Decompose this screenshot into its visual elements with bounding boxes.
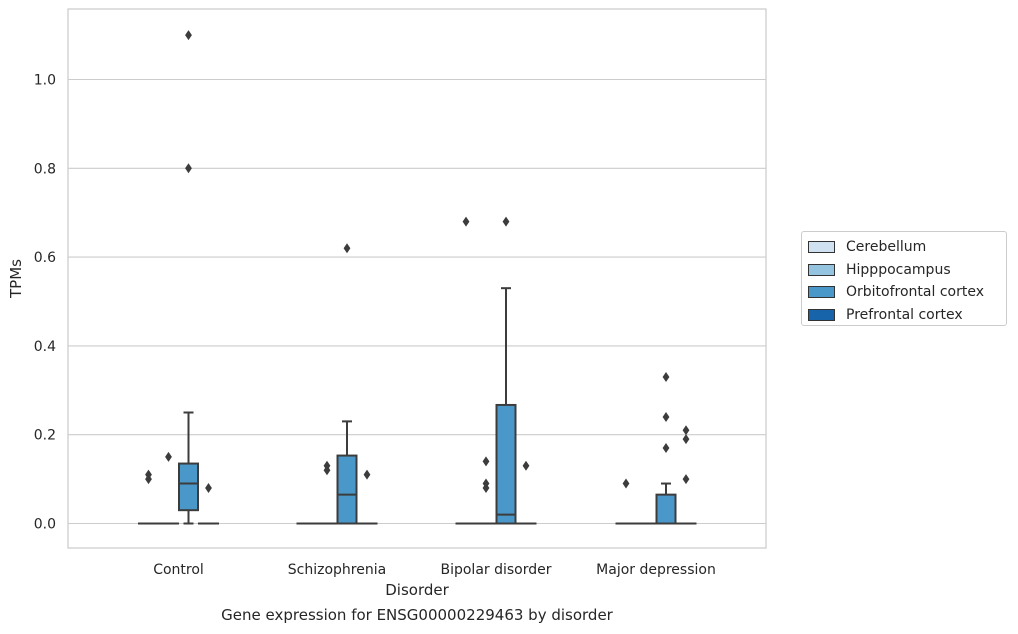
- box-prefrontal-cortex: [515, 460, 537, 525]
- legend-swatch: [808, 241, 835, 254]
- outlier-point: [502, 216, 510, 227]
- outlier-point: [682, 474, 690, 485]
- box-cerebellum: [138, 469, 159, 525]
- outlier-point: [662, 411, 670, 422]
- box-hipppocampus: [158, 451, 179, 525]
- box-prefrontal-cortex: [198, 482, 219, 525]
- outlier-point: [185, 163, 192, 174]
- x-tick-labels: Control Schizophrenia Bipolar disorder Majo…: [153, 562, 716, 578]
- legend-item: Hipppocampus: [802, 259, 1006, 282]
- box-orbitofrontal-cortex: [495, 216, 517, 525]
- legend-swatch: [808, 263, 835, 276]
- y-tick-label: 0.4: [34, 339, 56, 355]
- box-iqr: [655, 493, 677, 525]
- chart-caption: Gene expression for ENSG00000229463 by d…: [221, 606, 613, 624]
- y-tick-label: 0.8: [34, 161, 56, 177]
- box-hipppocampus: [316, 460, 338, 525]
- legend-item: Cerebellum: [802, 236, 1006, 259]
- box-iqr: [336, 454, 358, 525]
- box-cerebellum: [455, 216, 477, 525]
- x-tick-label: Control: [153, 562, 204, 578]
- outlier-point: [323, 460, 331, 471]
- box-orbitofrontal-cortex: [336, 243, 358, 525]
- y-tick-labels: 0.0 0.2 0.4 0.6 0.8 1.0: [34, 73, 56, 533]
- gridlines: [68, 78, 766, 525]
- x-tick-label: Major depression: [596, 562, 716, 578]
- outlier-point: [482, 456, 490, 467]
- outlier-point: [462, 216, 470, 227]
- y-tick-label: 0.0: [34, 517, 56, 533]
- x-tick-label: Schizophrenia: [288, 562, 386, 578]
- legend-swatch: [808, 286, 835, 299]
- x-axis-label: Disorder: [385, 581, 449, 599]
- legend-item: Orbitofrontal cortex: [802, 281, 1006, 304]
- legend: Cerebellum Hipppocampus Orbitofrontal cort…: [801, 231, 1007, 326]
- legend-label: Hipppocampus: [846, 261, 951, 278]
- legend-label: Cerebellum: [846, 239, 927, 256]
- outlier-point: [145, 469, 152, 480]
- legend-label: Prefrontal cortex: [846, 306, 963, 323]
- box-series: [138, 30, 697, 525]
- outlier-point: [622, 478, 630, 489]
- outlier-point: [482, 478, 490, 489]
- box-orbitofrontal-cortex: [178, 30, 199, 525]
- y-axis-label: TPMs: [7, 259, 25, 299]
- x-tick-label: Bipolar disorder: [440, 562, 551, 578]
- box-prefrontal-cortex: [356, 469, 378, 525]
- outlier-point: [662, 443, 670, 454]
- box-cerebellum: [615, 478, 637, 525]
- y-tick-label: 0.2: [34, 428, 56, 444]
- box-iqr: [178, 462, 199, 512]
- box-iqr: [495, 403, 517, 525]
- outlier-point: [165, 451, 172, 462]
- box-hipppocampus: [475, 456, 497, 525]
- legend-item: Prefrontal cortex: [802, 304, 1006, 327]
- legend-swatch: [808, 308, 835, 321]
- outlier-point: [185, 30, 192, 41]
- y-tick-label: 1.0: [34, 73, 56, 89]
- legend-label: Orbitofrontal cortex: [846, 284, 984, 301]
- box-orbitofrontal-cortex: [655, 371, 677, 525]
- y-tick-label: 0.6: [34, 250, 56, 266]
- outlier-point: [363, 469, 371, 480]
- outlier-point: [682, 434, 690, 445]
- outlier-point: [205, 482, 212, 493]
- plot-frame: [67, 8, 767, 549]
- outlier-point: [522, 460, 530, 471]
- outlier-point: [662, 371, 670, 382]
- outlier-point: [682, 425, 690, 436]
- box-prefrontal-cortex: [675, 425, 697, 525]
- outlier-point: [343, 243, 351, 254]
